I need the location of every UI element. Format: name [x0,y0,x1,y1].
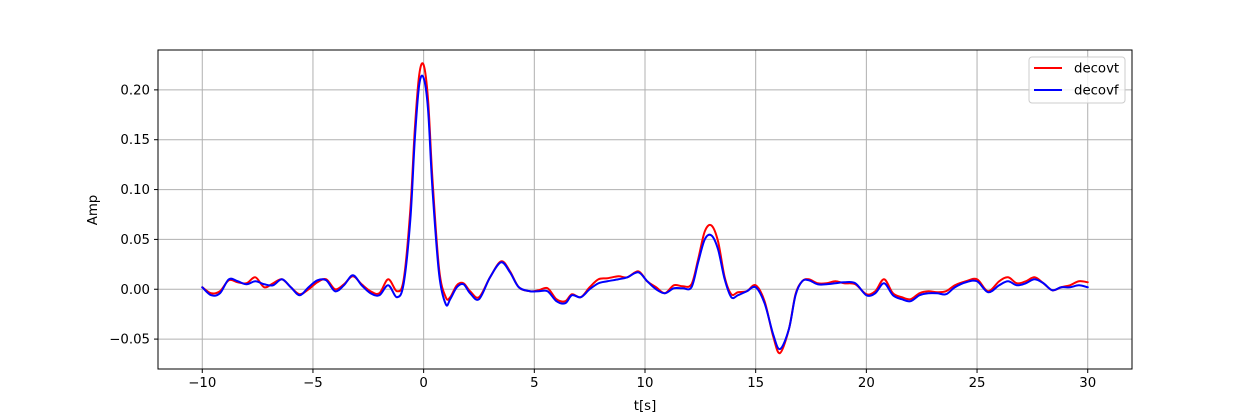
x-tick-label: 25 [969,376,986,391]
y-tick-label: 0.15 [120,133,150,148]
x-tick-label: −5 [303,376,323,391]
y-axis-label: Amp [86,195,101,226]
x-tick-label: 5 [530,376,538,391]
x-tick-label: 15 [747,376,764,391]
legend-label-decovf: decovf [1074,84,1119,99]
x-tick-label: −10 [188,376,216,391]
series-lines [201,62,1089,355]
legend-label-decovt: decovt [1074,62,1119,77]
y-tick-label: 0.10 [120,183,150,198]
x-tick-label: 30 [1079,376,1096,391]
y-tick-label: −0.05 [109,333,150,348]
axis-ticks: −10 −5 0 5 10 15 20 25 30 −0.05 0.00 0.05 0.10 0.15 0.… [109,83,1096,391]
series-line-decovf [201,74,1089,351]
x-tick-label: 10 [637,376,654,391]
y-tick-label: 0.00 [120,283,150,298]
y-tick-label: 0.20 [120,83,150,98]
legend: decovt decovf [1028,56,1126,104]
y-tick-label: 0.05 [120,233,150,248]
x-tick-label: 0 [419,376,427,391]
x-axis-label: t[s] [634,399,657,414]
x-tick-label: 20 [858,376,875,391]
